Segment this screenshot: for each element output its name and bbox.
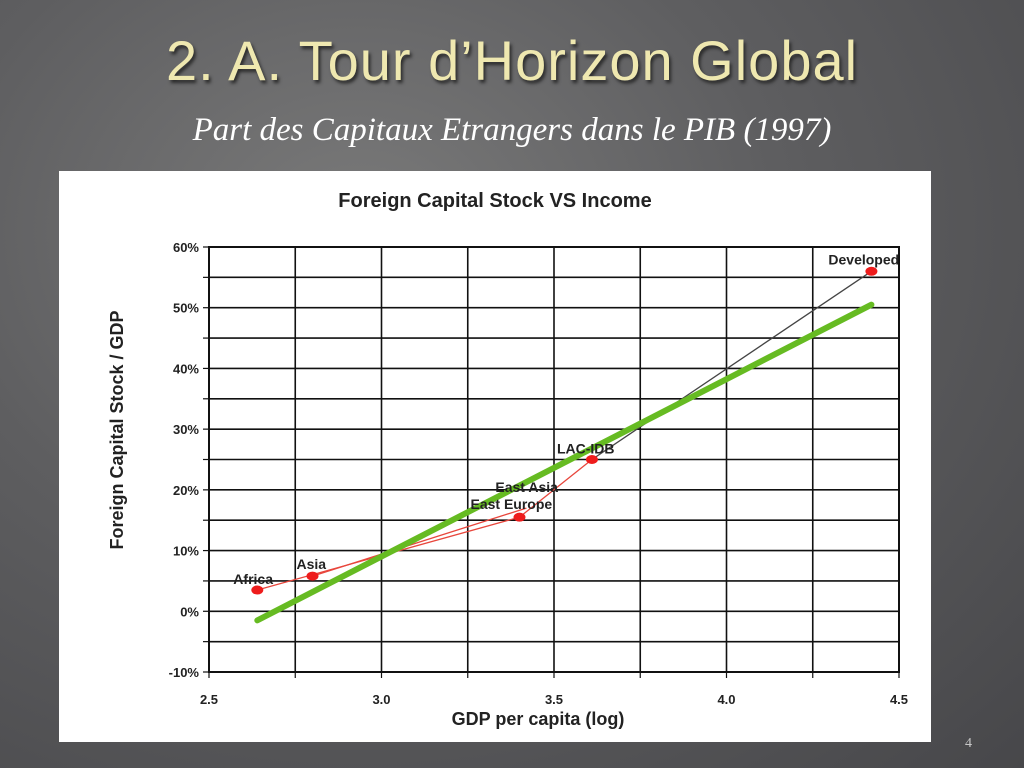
connection-line	[312, 507, 527, 577]
chart-panel: Foreign Capital Stock VS Income Africa As…	[59, 171, 931, 742]
chart-title: Foreign Capital Stock VS Income	[338, 190, 651, 212]
data-point	[513, 512, 526, 522]
data-label: Asia	[297, 556, 327, 572]
data-label: Developed	[828, 251, 899, 267]
data-label: Africa	[233, 571, 273, 587]
y-tick-label: 60%	[173, 240, 199, 255]
connection-line	[591, 270, 872, 461]
connection-line	[519, 458, 593, 518]
data-point	[585, 455, 598, 464]
x-tick-label: 3.0	[372, 692, 390, 707]
trend-line-group	[254, 301, 875, 624]
plot-border	[208, 246, 900, 673]
trend-line	[254, 301, 875, 624]
scatter-chart: Foreign Capital Stock VS Income Africa As…	[107, 190, 908, 729]
x-tick-label: 4.5	[890, 692, 908, 707]
data-label: East Europe	[471, 496, 553, 512]
y-tick-label: 30%	[173, 422, 199, 437]
y-tick-label: 0%	[180, 604, 199, 619]
x-tick-label: 2.5	[200, 692, 218, 707]
data-point	[306, 571, 319, 581]
x-tick-label: 3.5	[545, 692, 563, 707]
page-number: 4	[965, 736, 972, 751]
connection-lines	[257, 270, 872, 591]
slide-subtitle: Part des Capitaux Etrangers dans le PIB …	[192, 112, 832, 148]
y-tick-label: -10%	[169, 665, 200, 680]
x-axis-title: GDP per capita (log)	[452, 709, 625, 729]
data-label: LAC-IDB	[557, 441, 615, 457]
y-tick-label: 40%	[173, 361, 199, 376]
slide-title: 2. A. Tour d’Horizon Global	[165, 29, 859, 92]
data-point	[251, 585, 264, 595]
x-tick-labels: 2.5 3.0 3.5 4.0 4.5	[200, 692, 908, 707]
y-tick-label: 50%	[173, 301, 199, 316]
y-tick-label: 10%	[173, 544, 199, 559]
y-tick-label: 20%	[173, 483, 199, 498]
x-tick-label: 4.0	[717, 692, 735, 707]
y-tick-labels: -10% 0% 10% 20% 30% 40% 50% 60%	[169, 240, 200, 680]
data-point	[865, 266, 878, 276]
data-label: East Asia	[495, 479, 558, 495]
y-axis-title: Foreign Capital Stock / GDP	[107, 310, 127, 549]
grid-lines	[203, 246, 900, 678]
